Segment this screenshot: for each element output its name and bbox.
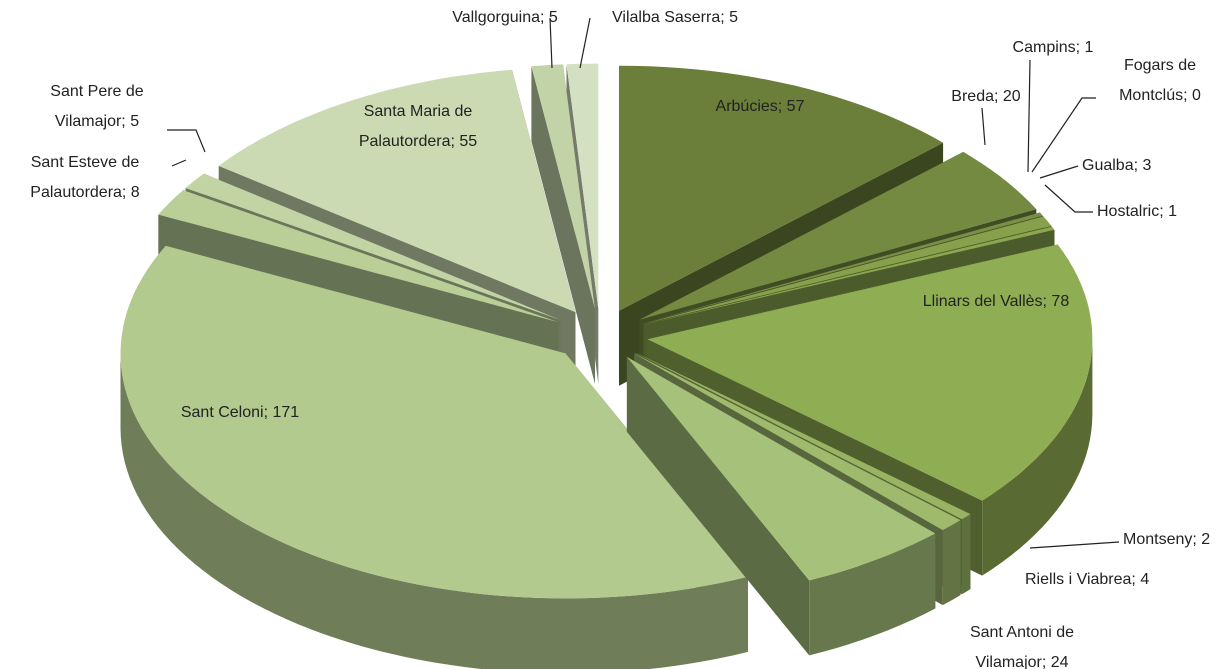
- data-label-line: Vilamajor; 24: [975, 654, 1068, 669]
- data-label: Hostalric; 1: [1097, 203, 1177, 220]
- slice: [531, 64, 595, 384]
- data-label-line: Vilalba Saserra; 5: [612, 9, 738, 26]
- data-label: Riells i Viabrea; 4: [1025, 571, 1149, 588]
- data-label: Vallgorguina; 5: [452, 9, 558, 26]
- data-label: Breda; 20: [951, 88, 1020, 105]
- data-label-line: Campins; 1: [1013, 39, 1094, 56]
- data-label: Sant Pere de Vilamajor; 5: [50, 83, 144, 130]
- data-label: Montseny; 2: [1123, 531, 1210, 548]
- slice-wall: [809, 533, 936, 656]
- data-label-line: Montclús; 0: [1119, 87, 1201, 104]
- data-label: Sant Esteve de Palautordera; 8: [30, 154, 140, 201]
- data-label-line: Llinars del Vallès; 78: [923, 293, 1070, 310]
- slice: [643, 216, 1052, 324]
- leader-line: [549, 17, 553, 69]
- slice-side: [626, 356, 810, 656]
- data-label-line: Palautordera; 8: [30, 184, 140, 201]
- data-label: Santa Maria de Palautordera; 55: [359, 103, 477, 150]
- slice: [531, 64, 595, 309]
- data-label: Gualba; 3: [1082, 157, 1151, 174]
- data-label-line: Sant Antoni de: [970, 624, 1074, 641]
- slice: [185, 173, 561, 320]
- slice: [643, 215, 1043, 324]
- leader-line: [167, 129, 206, 153]
- data-label: Llinars del Vallès; 78: [923, 293, 1070, 310]
- slice: [626, 356, 936, 656]
- data-label-line: Montseny; 2: [1123, 531, 1210, 548]
- data-label: Campins; 1: [1013, 39, 1094, 56]
- slice: [619, 65, 944, 311]
- slice: [120, 245, 748, 599]
- data-label-line: Vallgorguina; 5: [452, 9, 558, 26]
- data-label-line: Fogars de: [1124, 57, 1196, 74]
- data-label-line: Vilamajor; 5: [55, 113, 139, 130]
- slice-wall: [961, 514, 971, 595]
- data-label-line: Breda; 20: [951, 88, 1020, 105]
- leader-line: [1029, 541, 1120, 549]
- leader-line: [981, 107, 986, 146]
- data-label-line: Sant Celoni; 171: [181, 404, 299, 421]
- data-label: Vilalba Saserra; 5: [612, 9, 738, 26]
- slice: [566, 63, 599, 309]
- data-label-line: Arbúcies; 57: [716, 98, 805, 115]
- slice-wall: [982, 339, 1093, 576]
- data-label-line: Gualba; 3: [1082, 157, 1151, 174]
- leader-line: [1031, 97, 1096, 173]
- slice: [634, 353, 961, 531]
- slice: [626, 356, 936, 581]
- leader-line: [1044, 184, 1093, 213]
- slice: [218, 69, 576, 313]
- data-label-line: Riells i Viabrea; 4: [1025, 571, 1149, 588]
- data-label-line: Hostalric; 1: [1097, 203, 1177, 220]
- data-label: Fogars de Montclús; 0: [1119, 57, 1201, 104]
- slice-wall: [120, 353, 748, 669]
- data-label: Arbúcies; 57: [716, 98, 805, 115]
- data-label-line: Santa Maria de: [364, 103, 473, 120]
- slice: [158, 190, 559, 323]
- slice: [644, 226, 1055, 325]
- leader-line: [579, 17, 591, 69]
- leader-line: [1039, 165, 1079, 179]
- data-label-line: Sant Esteve de: [31, 154, 140, 171]
- data-label-line: Sant Pere de: [50, 83, 144, 100]
- leader-line: [171, 159, 187, 167]
- slice: [635, 352, 971, 520]
- slice: [643, 212, 1043, 324]
- slice-wall: [942, 520, 961, 606]
- data-label: Sant Antoni de Vilamajor; 24: [970, 624, 1074, 669]
- leader-line: [1027, 59, 1031, 173]
- data-label-line: Palautordera; 55: [359, 133, 477, 150]
- slice-side: [531, 66, 595, 384]
- slice: [639, 151, 1037, 320]
- slice: [120, 245, 748, 669]
- slice: [647, 244, 1093, 501]
- data-label: Sant Celoni; 171: [181, 404, 299, 421]
